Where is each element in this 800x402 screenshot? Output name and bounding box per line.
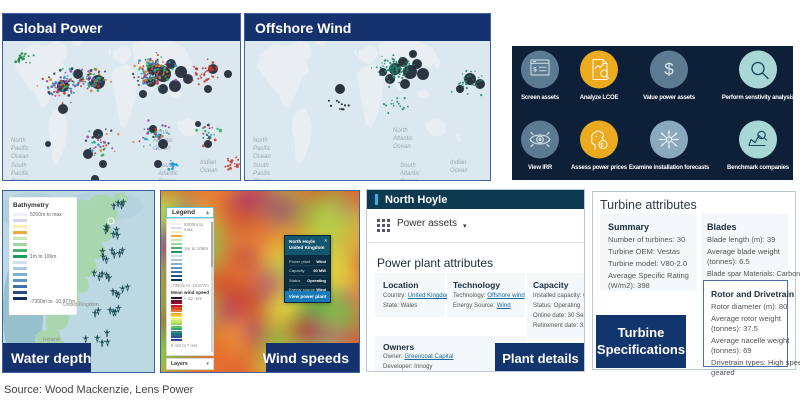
svg-text:Pacific: Pacific <box>11 146 29 152</box>
svg-text:Benchmark companies: Benchmark companies <box>727 165 790 171</box>
svg-text:Assess power prices: Assess power prices <box>571 165 628 171</box>
svg-text:Ocean: Ocean <box>253 179 271 181</box>
svg-text:Perform senstivity analysis: Perform senstivity analysis <box>722 95 793 101</box>
svg-text:Ocean: Ocean <box>393 144 411 150</box>
svg-text:South: South <box>11 163 27 169</box>
svg-text:Indian: Indian <box>450 160 467 166</box>
svg-text:Atlantic: Atlantic <box>157 171 178 177</box>
svg-text:Atlantic: Atlantic <box>399 171 420 177</box>
svg-text:$: $ <box>600 143 603 149</box>
svg-text:Ocean: Ocean <box>158 179 176 181</box>
svg-text:Analyze LCOE: Analyze LCOE <box>580 95 619 101</box>
svg-text:North: North <box>253 138 268 144</box>
svg-text:North: North <box>11 138 26 144</box>
svg-text:Ocean: Ocean <box>11 154 29 160</box>
svg-text:Ocean: Ocean <box>11 179 29 181</box>
svg-text:View IRR: View IRR <box>528 165 553 171</box>
svg-text:Pacific: Pacific <box>11 171 29 177</box>
svg-text:Screen assets: Screen assets <box>521 95 560 101</box>
svg-text:$: $ <box>533 66 537 73</box>
svg-text:5200m to max: 5200m to max <box>30 212 62 218</box>
svg-text:Ocean: Ocean <box>450 168 468 174</box>
svg-text:$: $ <box>664 60 674 79</box>
svg-text:United Kingdom: United Kingdom <box>63 302 99 308</box>
svg-text:North: North <box>393 128 408 134</box>
svg-text:1m to 106m: 1m to 106m <box>30 254 56 260</box>
svg-text:Ocean: Ocean <box>200 168 218 174</box>
svg-text:Examine installation forecasts: Examine installation forecasts <box>629 165 710 171</box>
svg-text:Indian: Indian <box>200 160 217 166</box>
svg-text:South: South <box>253 163 269 169</box>
svg-text:Value power assets: Value power assets <box>643 95 696 101</box>
svg-text:Ocean: Ocean <box>253 154 271 160</box>
svg-text:Pacific: Pacific <box>253 171 271 177</box>
svg-text:Pacific: Pacific <box>253 146 271 152</box>
svg-text:Ocean: Ocean <box>400 179 418 181</box>
svg-text:Atlantic: Atlantic <box>392 136 413 142</box>
svg-text:Bathymetry: Bathymetry <box>13 202 49 209</box>
svg-text:South: South <box>400 163 416 169</box>
